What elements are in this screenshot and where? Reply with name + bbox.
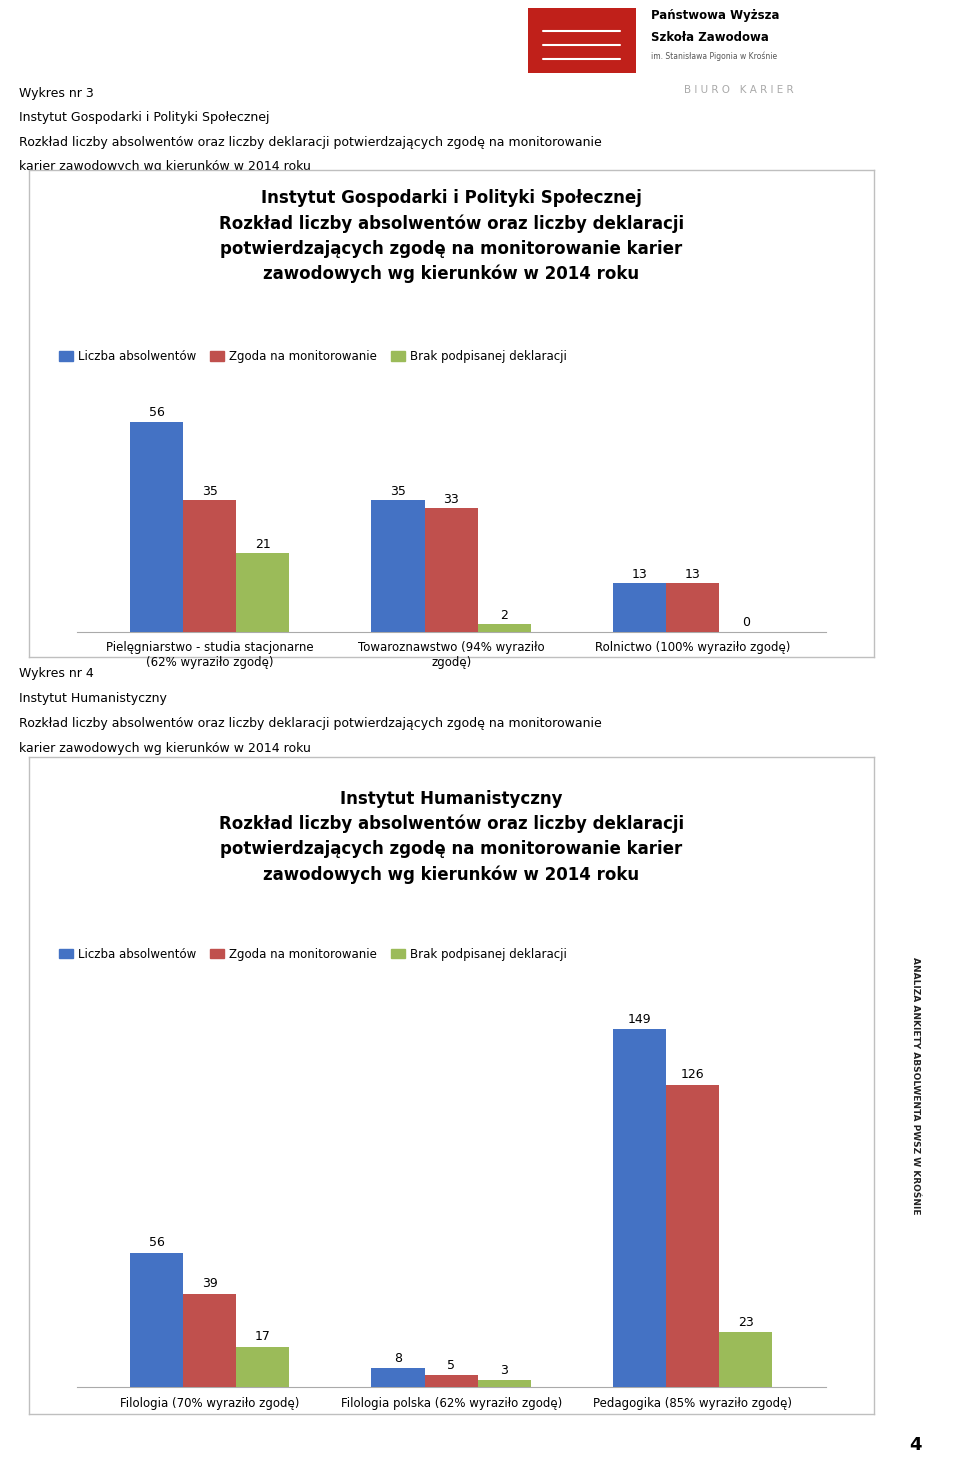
Text: Państwowa Wyższa: Państwowa Wyższa: [651, 9, 780, 22]
Bar: [183, 1293, 236, 1387]
Text: 0: 0: [742, 615, 750, 629]
Text: 3: 3: [500, 1364, 508, 1377]
Text: 4: 4: [909, 1436, 923, 1454]
Text: ANALIZA ANKIETY ABSOLWENTA PWSZ W KROŚNIE: ANALIZA ANKIETY ABSOLWENTA PWSZ W KROŚNI…: [911, 956, 921, 1215]
Text: im. Stanisława Pigonia w Krośnie: im. Stanisława Pigonia w Krośnie: [651, 52, 777, 62]
Text: Rozkład liczby absolwentów oraz liczby deklaracji potwierdzających zgodę na moni: Rozkład liczby absolwentów oraz liczby d…: [19, 136, 602, 149]
Text: 149: 149: [628, 1013, 652, 1026]
Legend: Liczba absolwentów, Zgoda na monitorowanie, Brak podpisanej deklaracji: Liczba absolwentów, Zgoda na monitorowan…: [54, 943, 571, 965]
Text: Instytut Gospodarki i Polityki Społecznej: Instytut Gospodarki i Polityki Społeczne…: [19, 111, 270, 124]
Text: 21: 21: [255, 537, 271, 551]
Text: 56: 56: [149, 406, 164, 419]
Bar: [130, 1253, 183, 1387]
Text: 2: 2: [500, 610, 508, 621]
Text: 13: 13: [684, 568, 701, 582]
Bar: [372, 500, 424, 632]
Text: 13: 13: [632, 568, 647, 582]
Text: Instytut Gospodarki i Polityki Społecznej
Rozkład liczby absolwentów oraz liczby: Instytut Gospodarki i Polityki Społeczne…: [219, 189, 684, 283]
Text: 5: 5: [447, 1359, 455, 1373]
Text: Wykres nr 4: Wykres nr 4: [19, 667, 94, 680]
Text: Szkoła Zawodowa: Szkoła Zawodowa: [651, 31, 769, 44]
Text: karier zawodowych wg kierunków w 2014 roku: karier zawodowych wg kierunków w 2014 ro…: [19, 159, 311, 173]
Bar: [478, 1380, 531, 1387]
Text: karier zawodowych wg kierunków w 2014 roku: karier zawodowych wg kierunków w 2014 ro…: [19, 741, 311, 754]
Bar: [478, 624, 531, 632]
Text: Instytut Humanistyczny: Instytut Humanistyczny: [19, 692, 167, 706]
Text: Instytut Humanistyczny
Rozkład liczby absolwentów oraz liczby deklaracji
potwier: Instytut Humanistyczny Rozkład liczby ab…: [219, 790, 684, 884]
Text: 8: 8: [394, 1352, 402, 1365]
Text: B I U R O   K A R I E R: B I U R O K A R I E R: [684, 86, 794, 94]
Text: 33: 33: [444, 493, 459, 506]
Text: 126: 126: [681, 1069, 705, 1082]
Bar: [719, 1333, 773, 1387]
Text: 39: 39: [202, 1277, 218, 1290]
Bar: [666, 583, 719, 632]
Bar: [424, 508, 478, 632]
Text: 56: 56: [149, 1237, 164, 1250]
Bar: [424, 1376, 478, 1387]
Bar: [236, 1346, 289, 1387]
Text: Wykres nr 3: Wykres nr 3: [19, 87, 94, 100]
Legend: Liczba absolwentów, Zgoda na monitorowanie, Brak podpisanej deklaracji: Liczba absolwentów, Zgoda na monitorowan…: [54, 345, 571, 368]
Text: 23: 23: [738, 1315, 754, 1328]
Bar: [130, 422, 183, 632]
Bar: [613, 583, 666, 632]
Bar: [372, 1368, 424, 1387]
Bar: [666, 1085, 719, 1387]
Text: 35: 35: [390, 486, 406, 499]
Bar: [183, 500, 236, 632]
Bar: [613, 1029, 666, 1387]
Text: 17: 17: [254, 1330, 271, 1343]
Bar: [236, 554, 289, 632]
Text: 35: 35: [202, 486, 218, 499]
Text: Rozkład liczby absolwentów oraz liczby deklaracji potwierdzających zgodę na moni: Rozkład liczby absolwentów oraz liczby d…: [19, 717, 602, 729]
